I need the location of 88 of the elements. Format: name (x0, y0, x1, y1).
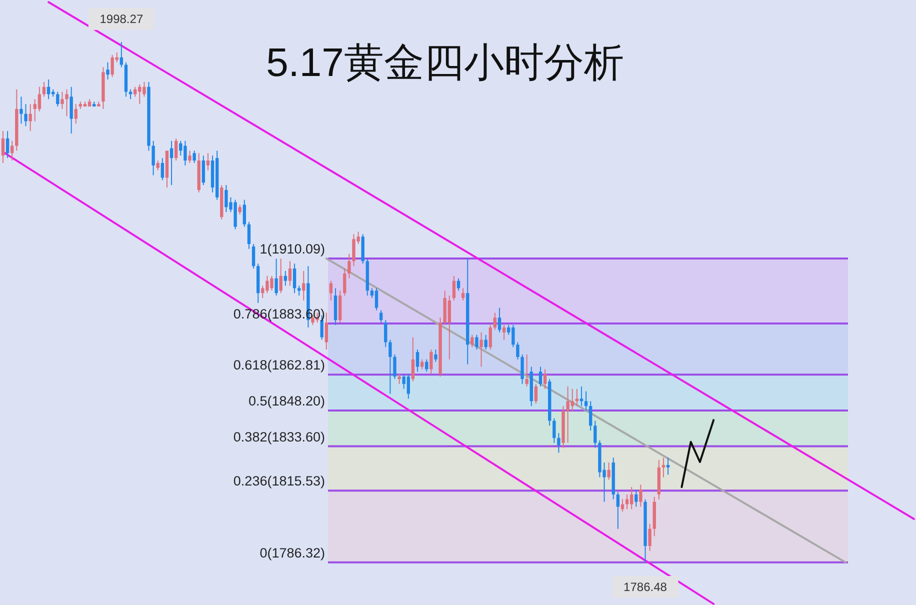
candlestick (106, 62, 110, 80)
candlestick (170, 140, 174, 186)
candlestick (20, 96, 23, 124)
candlestick (324, 312, 328, 350)
candlestick (24, 104, 28, 127)
candlestick (202, 155, 206, 186)
candlestick (520, 354, 524, 384)
candlestick (475, 334, 478, 350)
candlestick (192, 150, 196, 164)
candlestick (480, 332, 483, 368)
candlestick (297, 285, 301, 296)
candlestick (430, 349, 433, 375)
candlestick (238, 204, 242, 216)
candlestick (557, 432, 560, 454)
candlestick (648, 523, 652, 552)
candlestick (461, 288, 465, 301)
candlestick (74, 104, 78, 124)
candlestick (538, 366, 542, 387)
candlestick (38, 86, 42, 112)
candlestick (279, 258, 282, 294)
chart-title: 5.17黄金四小时分析 (266, 41, 624, 85)
candlestick (242, 199, 246, 228)
candlestick (434, 349, 438, 362)
candlestick (525, 354, 528, 387)
candlestick (70, 86, 73, 134)
candlestick (488, 324, 492, 350)
candlestick (379, 310, 383, 324)
candlestick (65, 88, 68, 117)
candlestick (493, 312, 497, 330)
candlestick (470, 334, 474, 348)
ref-line-label: 0.618(1862.81) (233, 358, 325, 373)
candlestick (420, 358, 424, 370)
candlestick (398, 374, 401, 384)
candlestick (393, 354, 396, 380)
candlestick (28, 104, 32, 132)
ref-line-label: 0.236(1815.53) (233, 474, 325, 489)
candlestick (594, 420, 597, 448)
candlestick (416, 349, 420, 372)
candlestick (584, 390, 588, 412)
annotation: 1786.48 (624, 580, 668, 594)
candlestick (1, 130, 5, 164)
candlestick (616, 491, 620, 530)
annotation: 1998.27 (100, 12, 144, 26)
candlestick (252, 243, 256, 270)
candlestick (634, 489, 638, 508)
candlestick (174, 138, 178, 162)
candlestick (292, 263, 296, 294)
candlestick (552, 418, 556, 444)
candlestick (411, 336, 415, 382)
candlestick (247, 221, 251, 250)
candlestick (343, 268, 346, 296)
candlestick (384, 320, 388, 348)
candlestick (630, 486, 634, 510)
candlestick (374, 288, 378, 311)
candlestick (274, 258, 278, 296)
candlestick (120, 42, 124, 68)
candlestick (589, 400, 592, 432)
candlestick (56, 91, 60, 107)
candlestick (348, 253, 351, 279)
candlestick (288, 260, 292, 286)
candlestick (666, 457, 670, 476)
candlestick (543, 368, 547, 390)
candlestick (329, 280, 333, 301)
candlestick (188, 150, 192, 164)
ref-line-label: 1(1910.09) (260, 242, 325, 257)
candlestick (575, 388, 579, 407)
ref-line-label: 0.5(1848.20) (248, 393, 325, 408)
candlestick (607, 462, 610, 480)
candlestick (6, 130, 10, 159)
candlestick (502, 324, 506, 340)
candlestick (625, 494, 629, 510)
candlestick (580, 386, 584, 407)
candlestick (160, 158, 164, 181)
candlestick (60, 91, 64, 110)
candlestick (639, 484, 642, 508)
candlestick (452, 275, 456, 301)
candlestick (206, 152, 210, 171)
candlestick (388, 339, 392, 394)
candlestick (284, 270, 288, 286)
candlestick (156, 160, 160, 171)
candlestick (516, 342, 520, 360)
ref-line-label: 0(1786.32) (260, 545, 325, 560)
candlestick (498, 307, 502, 333)
candlestick (534, 383, 538, 404)
candlestick (662, 457, 666, 478)
ref-line-label: 0.382(1833.60) (233, 429, 325, 444)
candlestick (484, 334, 488, 350)
candlestick (152, 140, 155, 176)
